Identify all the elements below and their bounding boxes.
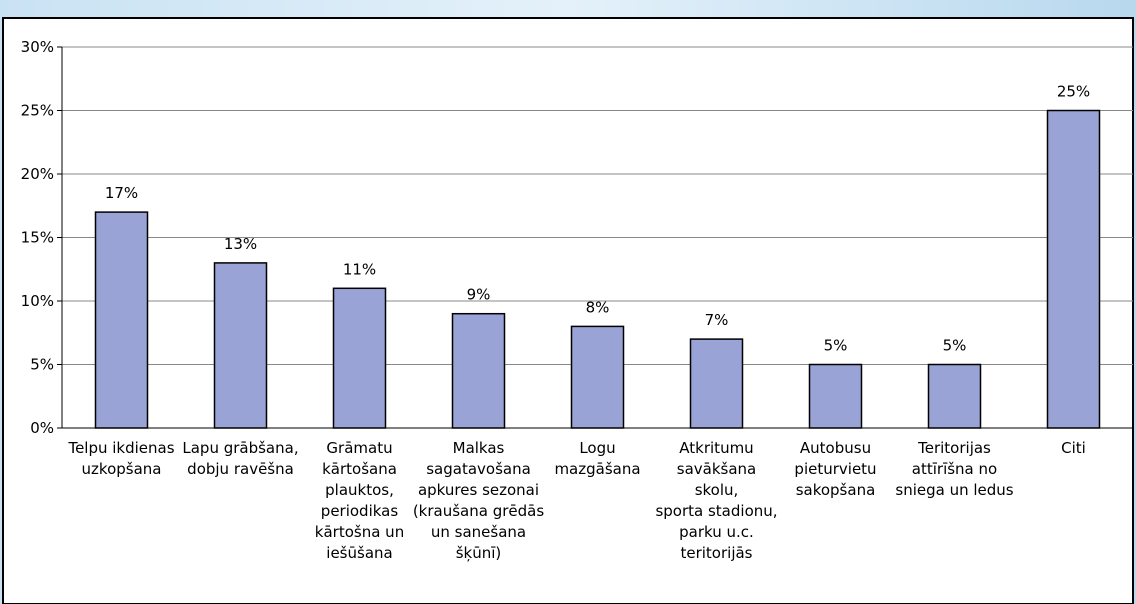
y-tick-label: 25% <box>21 102 54 120</box>
x-tick-label: Grāmatu kārtošana plauktos, periodikas kārto… <box>315 439 404 562</box>
y-tick-label: 10% <box>21 292 54 310</box>
x-tick-label-line: un sanešana <box>431 523 526 541</box>
x-tick-label: Malkas sagatavošana apkures sezonai (krauša… <box>413 439 545 562</box>
bar <box>927 363 982 429</box>
x-tick-label: Atkritumu savākšana skolu, sporta stadionu,… <box>655 439 777 562</box>
value-label: 25% <box>1057 83 1090 101</box>
x-tick-label-line: Telpu ikdienas <box>67 439 174 457</box>
value-label: 5% <box>943 337 967 355</box>
bar <box>213 262 268 429</box>
x-tick-label-line: dobju ravēšna <box>187 460 294 478</box>
x-tick-label-line: sagatavošana <box>426 460 531 478</box>
value-label: 13% <box>224 235 257 253</box>
y-tick-label: 30% <box>21 38 54 56</box>
x-tick-label-line: Atkritumu <box>679 439 753 457</box>
x-tick-label-line: sporta stadionu, <box>655 502 777 520</box>
x-tick-label: Logu mazgāšana <box>554 439 640 478</box>
bar <box>451 312 506 429</box>
value-label: 17% <box>105 184 138 202</box>
bar <box>570 325 625 429</box>
bar <box>1046 109 1101 429</box>
x-tick-label-line: Malkas <box>453 439 505 457</box>
x-tick-label-line: pieturvietu <box>794 460 876 478</box>
x-tick-label-line: uzkopšana <box>82 460 162 478</box>
x-tick-label-line: periodikas <box>321 502 399 520</box>
value-label: 9% <box>467 286 491 304</box>
x-tick-label-line: teritorijās <box>680 544 752 562</box>
y-tick-label: 15% <box>21 229 54 247</box>
x-tick-label-line: mazgāšana <box>554 460 640 478</box>
value-label: 7% <box>705 311 729 329</box>
x-tick-label: Citi <box>1061 439 1086 457</box>
x-tick-label-line: kārtošana <box>322 460 397 478</box>
x-tick-label: Autobusu pieturvietu sakopšana <box>794 439 876 499</box>
x-tick-label-line: (kraušana grēdās <box>413 502 545 520</box>
bar <box>332 287 387 429</box>
x-tick-label-line: Citi <box>1061 439 1086 457</box>
value-label: 5% <box>824 337 848 355</box>
x-tick-label-line: Grāmatu <box>326 439 392 457</box>
bar <box>94 211 149 429</box>
x-tick-label-line: Teritorijas <box>917 439 991 457</box>
y-tick-label: 20% <box>21 165 54 183</box>
x-tick-label-line: parku u.c. <box>679 523 754 541</box>
chart-area <box>2 17 1134 604</box>
x-tick-label-line: skolu, <box>695 481 739 499</box>
x-tick-label-line: plauktos, <box>325 481 394 499</box>
value-label: 8% <box>586 298 610 316</box>
bar <box>689 338 744 429</box>
x-tick-label-line: sniega un ledus <box>895 481 1013 499</box>
x-tick-label-line: Logu <box>579 439 615 457</box>
x-tick-label-line: savākšana <box>677 460 756 478</box>
x-tick-label-line: kārtošna un <box>315 523 404 541</box>
x-tick-label: Lapu grābšana, dobju ravēšna <box>182 439 298 478</box>
y-tick-label: 5% <box>30 356 54 374</box>
x-tick-label: Telpu ikdienas uzkopšana <box>67 439 174 478</box>
y-tick-label: 0% <box>30 419 54 437</box>
x-tick-label-line: Autobusu <box>800 439 871 457</box>
x-tick-label-line: attīrīšna no <box>912 460 997 478</box>
x-tick-label-line: apkures sezonai <box>418 481 539 499</box>
x-tick-label-line: Lapu grābšana, <box>182 439 298 457</box>
x-tick-label: Teritorijas attīrīšna no sniega un ledus <box>895 439 1013 499</box>
x-tick-label-line: iešūšana <box>326 544 392 562</box>
x-tick-label-line: sakopšana <box>796 481 876 499</box>
value-label: 11% <box>343 260 376 278</box>
x-tick-label-line: šķūnī) <box>456 544 502 562</box>
bar <box>808 363 863 429</box>
